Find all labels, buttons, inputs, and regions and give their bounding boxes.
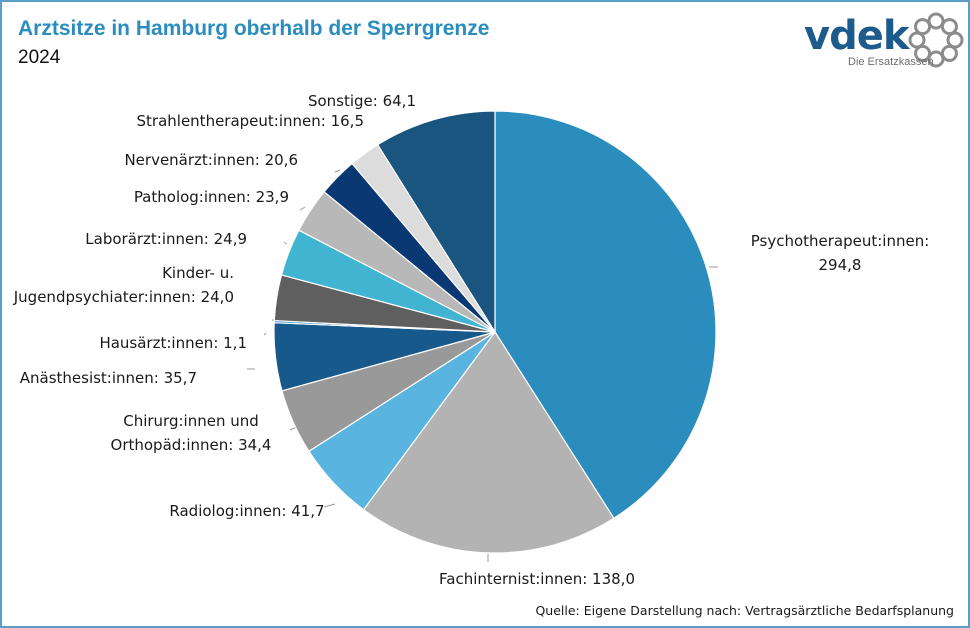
data-label: Laborärzt:innen: 24,9 [85,230,247,248]
data-label: Fachinternist:innen: 138,0 [439,570,635,588]
data-label: Hausärzt:innen: 1,1 [99,334,247,352]
logo-ring-dot [946,31,964,49]
data-label: Psychotherapeut:innen: 294,8 [751,232,930,274]
logo-ring-dot [927,12,945,30]
pie-slices [273,110,717,554]
leader-line [283,241,288,245]
logo-ring-dot [914,44,932,62]
logo-wordmark: vdek [804,13,909,59]
data-label: Nervenärzt:innen: 20,6 [124,151,298,169]
data-label: Sonstige: 64,1 [308,92,416,110]
vdek-logo: vdek Die Ersatzkassen [800,10,966,74]
data-label: Chirurg:innen und Orthopäd:innen: 34,4 [111,412,272,454]
logo-ring-dot [914,18,932,36]
pie-slice-1 [494,110,717,520]
pie-slice-12 [376,110,496,335]
leader-line [299,206,306,211]
logo-ring-dot [927,50,945,68]
logo-ring-dot [940,18,958,36]
chart-title: Arztsitze in Hamburg oberhalb der Sperrg… [18,17,490,40]
data-label: Radiolog:innen: 41,7 [169,502,324,520]
logo-ring-dot [940,44,958,62]
logo-ring-dot [908,31,926,49]
source-note: Quelle: Eigene Darstellung nach: Vertrag… [535,603,954,618]
data-label: Patholog:innen: 23,9 [134,188,289,206]
data-labels: Psychotherapeut:innen: 294,8 Fachinternist… [13,92,930,588]
data-label: Kinder- u. Jugendpsychiater:innen: 24,0 [13,264,234,306]
logo-ring-icon [908,12,964,68]
logo-tagline: Die Ersatzkassen [848,56,934,68]
pie-slice-2 [362,330,615,554]
leader-line [323,503,336,508]
leader-line [334,169,341,173]
data-label: Anästhesist:innen: 35,7 [20,369,197,387]
chart-subtitle: 2024 [18,47,61,68]
data-label: Strahlentherapeut:innen: 16,5 [137,112,364,130]
leader-line [263,332,267,336]
